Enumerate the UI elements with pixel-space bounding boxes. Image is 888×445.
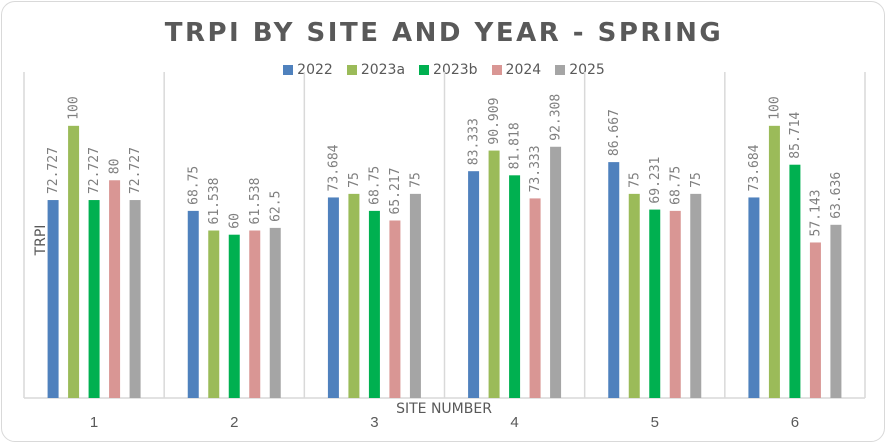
x-tick-label: 3	[370, 414, 378, 431]
bar-2025-site-2[interactable]	[269, 227, 281, 398]
data-label: 73.333	[528, 145, 543, 192]
bar-2024-site-2[interactable]	[249, 230, 261, 398]
legend-item-2022[interactable]: 2022	[283, 62, 333, 78]
bar-2022-site-1[interactable]	[47, 200, 59, 398]
legend-label: 2023a	[360, 62, 406, 78]
data-label: 85.714	[788, 112, 803, 159]
bar-2023a-site-1[interactable]	[68, 125, 80, 399]
bar-2023a-site-5[interactable]	[628, 193, 640, 398]
data-label: 61.538	[207, 178, 222, 225]
data-label: 90.909	[487, 98, 502, 145]
bar-2024-site-6[interactable]	[809, 242, 821, 398]
data-label: 63.636	[829, 172, 844, 219]
bar-2025-site-5[interactable]	[690, 193, 702, 398]
data-label: 75	[627, 172, 642, 188]
data-label: 81.818	[508, 122, 523, 169]
x-tick-label: 1	[90, 414, 98, 431]
data-label: 92.308	[549, 94, 564, 141]
data-label: 68.75	[668, 166, 683, 205]
bar-2023a-site-6[interactable]	[768, 125, 780, 399]
legend-item-2025[interactable]: 2025	[555, 62, 605, 78]
bar-2024-site-4[interactable]	[529, 198, 541, 398]
data-label: 68.75	[367, 166, 382, 205]
data-label: 75	[408, 172, 423, 188]
data-label: 100	[767, 96, 782, 119]
bar-2022-site-5[interactable]	[608, 162, 620, 398]
bar-2023b-site-2[interactable]	[228, 234, 240, 398]
chart-title: TRPI BY SITE AND YEAR - SPRING	[164, 18, 724, 48]
bar-2023b-site-4[interactable]	[509, 175, 521, 398]
bar-2023b-site-1[interactable]	[88, 200, 100, 398]
legend-swatch	[283, 65, 294, 75]
y-axis-title: TRPI	[33, 225, 49, 257]
bar-2023a-site-4[interactable]	[488, 150, 500, 398]
data-label: 73.684	[747, 144, 762, 191]
legend-swatch	[346, 65, 357, 75]
bar-2022-site-2[interactable]	[187, 210, 199, 398]
data-label: 72.727	[128, 147, 143, 194]
data-label: 68.75	[186, 166, 201, 205]
bar-2024-site-1[interactable]	[109, 180, 121, 398]
data-label: 72.727	[87, 147, 102, 194]
legend-label: 2025	[569, 62, 605, 78]
data-label: 86.667	[607, 109, 622, 156]
data-label: 73.684	[326, 144, 341, 191]
bar-2025-site-6[interactable]	[830, 224, 842, 398]
data-label: 65.217	[388, 168, 403, 215]
data-label: 69.231	[648, 157, 663, 204]
legend-label: 2024	[505, 62, 542, 78]
legend-item-2024[interactable]: 2024	[491, 62, 542, 78]
legend-label: 2022	[297, 62, 333, 78]
bar-2022-site-3[interactable]	[327, 197, 339, 398]
bar-2025-site-4[interactable]	[550, 146, 562, 398]
bar-2023a-site-2[interactable]	[208, 230, 220, 398]
legend-item-2023a[interactable]: 2023a	[346, 62, 406, 78]
bar-2024-site-5[interactable]	[669, 210, 681, 398]
data-label: 60	[227, 213, 242, 229]
bar-2023b-site-3[interactable]	[368, 210, 380, 398]
data-label: 80	[108, 159, 123, 175]
data-label: 61.538	[248, 178, 263, 225]
x-tick-label: 4	[510, 414, 518, 431]
x-axis-title: SITE NUMBER	[396, 401, 492, 417]
bar-2022-site-6[interactable]	[748, 197, 760, 398]
legend-swatch	[555, 65, 566, 75]
data-label: 83.333	[467, 118, 482, 165]
data-label: 75	[347, 172, 362, 188]
bar-2025-site-1[interactable]	[129, 200, 141, 398]
legend-swatch	[491, 65, 502, 75]
bar-2023b-site-5[interactable]	[649, 209, 661, 398]
bar-2022-site-4[interactable]	[468, 171, 480, 398]
bar-2023b-site-6[interactable]	[789, 164, 801, 398]
x-tick-label: 6	[791, 414, 799, 431]
x-tick-label: 2	[230, 414, 238, 431]
data-label: 72.727	[46, 147, 61, 194]
data-label: 75	[689, 172, 704, 188]
data-label: 62.5	[268, 191, 283, 222]
bar-2025-site-3[interactable]	[409, 193, 421, 398]
bar-2024-site-3[interactable]	[389, 220, 401, 398]
data-label: 57.143	[808, 190, 823, 237]
legend-swatch	[419, 65, 430, 75]
data-label: 100	[67, 96, 82, 119]
x-tick-label: 5	[651, 414, 659, 431]
bar-2023a-site-3[interactable]	[348, 193, 360, 398]
